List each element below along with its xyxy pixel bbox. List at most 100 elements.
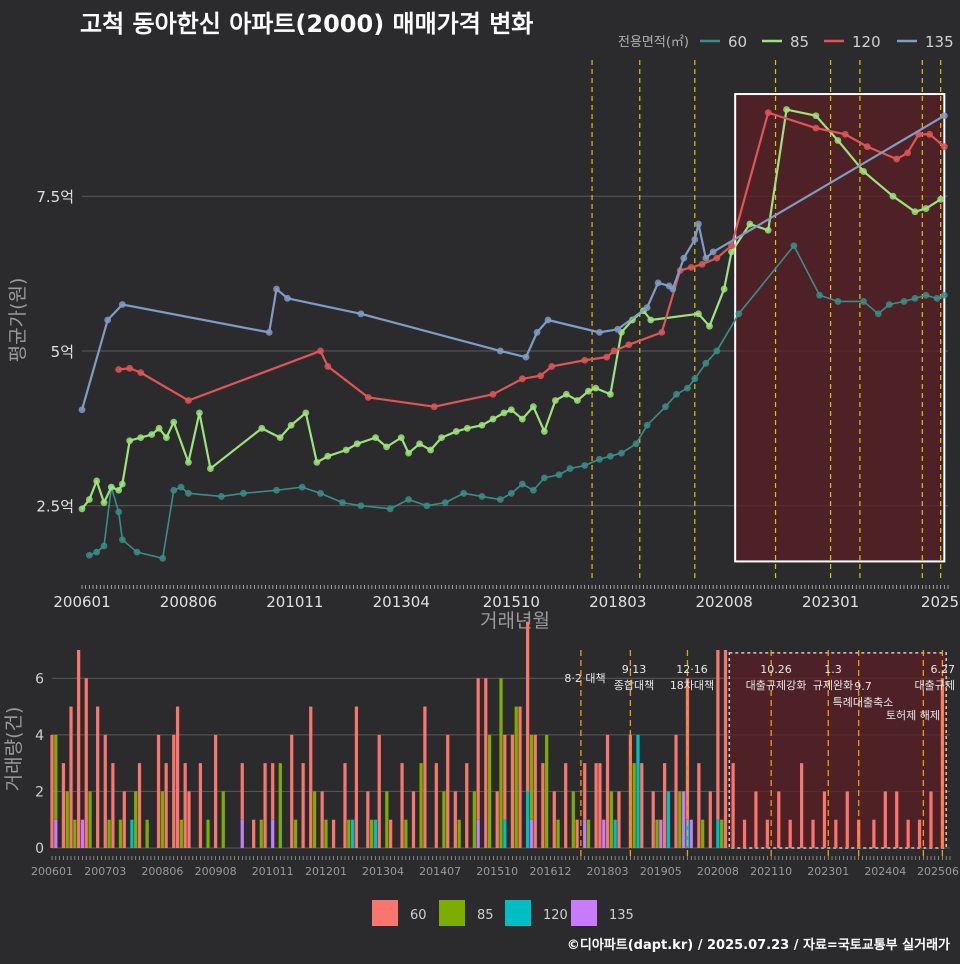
data-point-60 <box>240 489 247 497</box>
bar-60 <box>617 791 621 848</box>
data-point-120 <box>728 242 735 250</box>
bar-85 <box>278 763 282 848</box>
bar-legend-swatch-60 <box>372 900 398 926</box>
bar-60 <box>366 791 370 848</box>
data-point-60 <box>581 462 589 469</box>
bar-135 <box>529 819 534 848</box>
data-point-135 <box>691 236 699 243</box>
bar-60 <box>320 791 324 848</box>
data-point-120 <box>137 369 145 377</box>
bar-x-tick-label: 201510 <box>476 865 518 878</box>
bar-135 <box>271 819 275 848</box>
bar-x-tick-label: 201803 <box>587 865 629 878</box>
data-point-135 <box>595 328 603 336</box>
data-point-85 <box>518 415 526 423</box>
highlight-box <box>734 93 946 563</box>
bar-60 <box>103 734 107 848</box>
data-point-120 <box>893 155 901 163</box>
data-point-60 <box>496 496 504 503</box>
data-point-60 <box>540 474 548 482</box>
data-point-85 <box>118 480 126 488</box>
data-point-135 <box>496 347 504 355</box>
data-point-120 <box>115 366 123 373</box>
data-point-120 <box>489 390 497 398</box>
bar-135 <box>240 819 244 848</box>
bar-legend-label-60: 60 <box>410 908 427 923</box>
bar-x-tick-label: 202404 <box>864 865 906 878</box>
data-point-120 <box>841 130 849 138</box>
policy-annotation: 9·13 <box>622 663 647 676</box>
data-point-60 <box>940 291 948 299</box>
bar-60 <box>765 819 769 848</box>
data-point-60 <box>662 403 669 411</box>
data-point-85 <box>287 421 295 429</box>
bar-85 <box>529 734 534 820</box>
data-point-120 <box>812 124 820 132</box>
data-point-60 <box>100 542 108 550</box>
bar-60 <box>400 763 404 848</box>
bar-85 <box>118 819 123 848</box>
bar-x-tick-label: 201905 <box>640 865 682 878</box>
bar-60 <box>872 819 876 848</box>
data-point-85 <box>489 415 497 423</box>
data-point-60 <box>460 489 468 497</box>
data-point-85 <box>115 486 123 494</box>
bar-60 <box>271 763 275 820</box>
data-point-85 <box>78 505 86 513</box>
x-tick-label: 201304 <box>373 593 430 611</box>
data-point-85 <box>647 316 655 324</box>
data-point-60 <box>684 384 691 392</box>
bar-x-tick-label: 202110 <box>750 865 792 878</box>
bar-85 <box>65 791 69 848</box>
y-tick-label: 7.5억 <box>36 188 74 206</box>
data-point-85 <box>607 390 614 398</box>
data-point-85 <box>383 443 390 451</box>
bar-85 <box>179 819 183 848</box>
data-point-85 <box>155 424 163 432</box>
bar-85 <box>145 819 149 848</box>
data-point-135 <box>118 301 126 308</box>
series-line-85 <box>81 108 942 510</box>
bar-60 <box>96 706 100 848</box>
data-point-85 <box>93 477 101 485</box>
data-point-135 <box>265 328 273 336</box>
data-point-85 <box>126 437 134 445</box>
bar-60 <box>518 706 522 848</box>
data-point-60 <box>790 242 798 250</box>
bar-x-tick-label: 200703 <box>84 865 126 878</box>
bar-60 <box>598 763 602 848</box>
bar-60 <box>883 791 887 848</box>
data-point-120 <box>603 353 611 361</box>
data-point-85 <box>812 112 820 120</box>
bar-60 <box>122 791 126 848</box>
bar-60 <box>290 734 294 848</box>
data-point-85 <box>584 387 592 395</box>
bar-y-tick-label: 6 <box>35 671 44 687</box>
x-tick-label: 200806 <box>160 593 217 611</box>
data-point-60 <box>632 440 640 448</box>
data-point-60 <box>922 291 930 299</box>
bar-60 <box>822 791 827 848</box>
bar-60 <box>377 734 381 848</box>
bar-135 <box>583 819 587 848</box>
data-point-85 <box>507 406 515 414</box>
data-point-85 <box>764 226 772 234</box>
policy-annotation: 9.7 <box>854 680 872 693</box>
data-point-85 <box>540 428 548 435</box>
legend-label-85: 85 <box>790 33 809 51</box>
bar-120 <box>716 819 720 848</box>
data-point-60 <box>691 375 699 383</box>
policy-annotation: 대출규제 <box>915 679 955 692</box>
bar-highlight-box <box>728 652 947 849</box>
data-point-135 <box>104 316 112 324</box>
bar-135 <box>689 819 693 848</box>
data-point-60 <box>816 291 823 299</box>
legend-title: 전용면적(㎡) <box>618 35 689 50</box>
bar-60 <box>716 650 720 820</box>
x-tick-label: 201803 <box>589 593 646 611</box>
x-axis-title: 거래년월 <box>480 610 550 632</box>
data-point-85 <box>85 496 93 503</box>
data-point-60 <box>423 502 431 510</box>
bar-85 <box>571 791 575 848</box>
